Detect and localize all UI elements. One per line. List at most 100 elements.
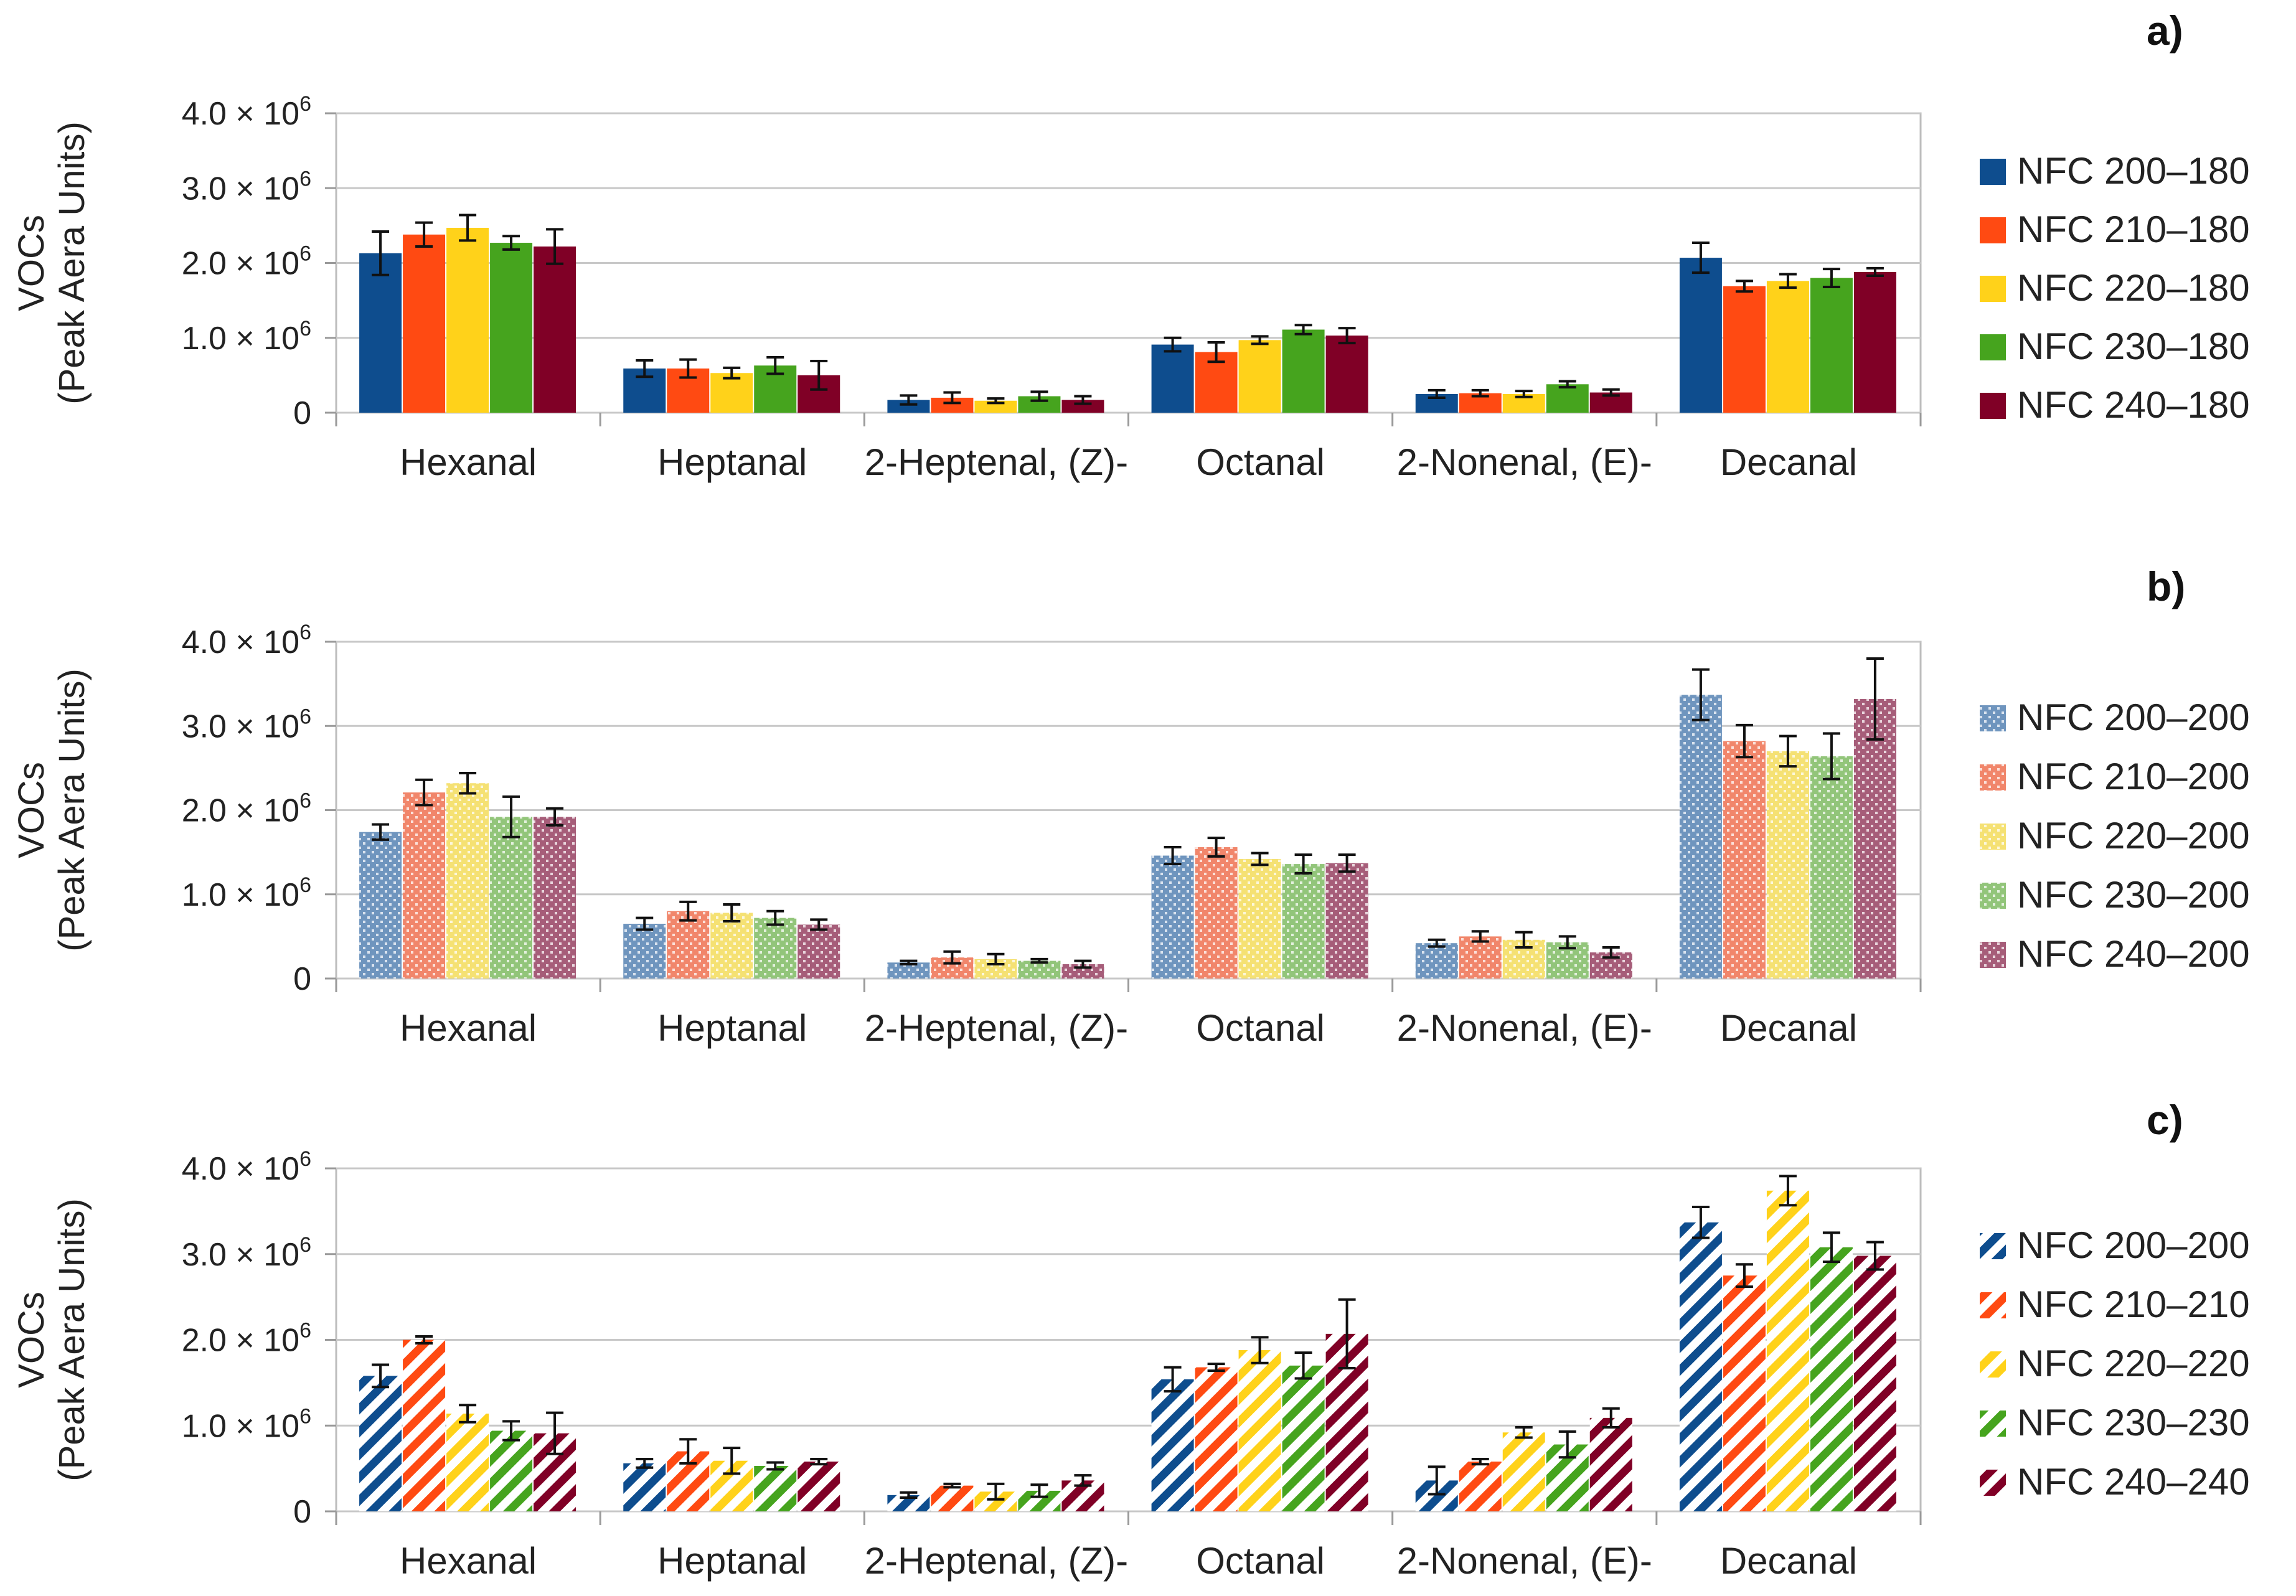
bar-nfc-200-200-decanal	[1679, 1222, 1722, 1511]
bar-nfc-210-210-decanal	[1723, 1275, 1766, 1511]
bar-nfc-220-200-hexanal	[446, 783, 489, 979]
legend-swatch-nfc-220-220	[1980, 1351, 2006, 1378]
y-tick-label: 0	[293, 961, 311, 997]
bar-nfc-200-180-decanal	[1679, 258, 1722, 413]
legend-label: NFC 230–180	[2017, 326, 2250, 367]
legend-swatch-nfc-220-180	[1980, 276, 2006, 302]
bar-nfc-240-200-heptanal	[797, 924, 840, 979]
bar-nfc-240-200-hexanal	[534, 817, 576, 979]
x-tick-label: Hexanal	[400, 441, 537, 483]
bar-nfc-200-180-hexanal	[359, 253, 402, 413]
x-tick-label: Decanal	[1720, 1007, 1857, 1049]
y-tick-label: 2.0 × 106	[182, 789, 311, 829]
bar-nfc-230-230-decanal	[1810, 1247, 1853, 1511]
bar-nfc-210-210-2-nonenal-e	[1459, 1462, 1502, 1511]
legend-label: NFC 200–180	[2017, 150, 2250, 192]
x-tick-label: Heptanal	[657, 1007, 807, 1049]
y-tick-label: 1.0 × 106	[182, 873, 311, 913]
bar-nfc-230-200-hexanal	[490, 817, 533, 979]
y-tick-label: 4.0 × 106	[182, 621, 311, 660]
bar-nfc-210-210-hexanal	[403, 1340, 446, 1511]
panel-label: c)	[2147, 1097, 2183, 1143]
legend-label: NFC 200–200	[2017, 1224, 2250, 1266]
chart-panel-2: 0 1.0 × 106 2.0 × 106 3.0 × 106 4.0 × 106 Hex…	[11, 563, 2250, 1049]
x-tick-label: Decanal	[1720, 1540, 1857, 1582]
y-tick-label: 0	[293, 395, 311, 431]
legend-label: NFC 210–200	[2017, 756, 2250, 797]
y-tick-label: 3.0 × 106	[182, 167, 311, 207]
x-tick-label: 2-Heptenal, (Z)-	[865, 1540, 1128, 1582]
bar-nfc-220-220-octanal	[1238, 1350, 1281, 1511]
legend-swatch-nfc-200-180	[1980, 159, 2006, 185]
chart-panel-1: 0 1.0 × 106 2.0 × 106 3.0 × 106 4.0 × 106 Hex…	[11, 7, 2250, 483]
bar-nfc-220-180-heptanal	[710, 373, 753, 413]
y-axis-subtitle: (Peak Aera Units)	[52, 1198, 92, 1481]
legend-swatch-nfc-200-200	[1980, 705, 2006, 731]
bar-nfc-240-180-octanal	[1325, 336, 1368, 413]
legend-label: NFC 240–240	[2017, 1461, 2250, 1503]
y-tick-label: 3.0 × 106	[182, 705, 311, 744]
legend-swatch-nfc-200-200	[1980, 1233, 2006, 1259]
legend-swatch-nfc-240-200	[1980, 942, 2006, 968]
bar-nfc-230-180-octanal	[1282, 329, 1325, 413]
y-axis-title: VOCs	[11, 762, 52, 858]
x-tick-label: 2-Nonenal, (E)-	[1397, 1007, 1652, 1049]
legend-label: NFC 220–200	[2017, 815, 2250, 857]
legend-swatch-nfc-210-210	[1980, 1292, 2006, 1318]
bar-nfc-220-180-2-heptenal-z	[974, 400, 1017, 413]
bar-nfc-200-200-octanal	[1151, 1379, 1194, 1511]
bar-nfc-230-200-2-heptenal-z	[1018, 960, 1061, 979]
legend-label: NFC 230–200	[2017, 874, 2250, 916]
legend-label: NFC 200–200	[2017, 697, 2250, 738]
bar-nfc-220-220-2-nonenal-e	[1502, 1432, 1545, 1511]
x-tick-label: 2-Heptenal, (Z)-	[865, 1007, 1128, 1049]
bar-nfc-210-210-octanal	[1195, 1367, 1238, 1511]
legend-label: NFC 230–230	[2017, 1402, 2250, 1443]
chart-panel-3: 0 1.0 × 106 2.0 × 106 3.0 × 106 4.0 × 106 Hex…	[11, 1097, 2250, 1582]
legend-swatch-nfc-230-200	[1980, 883, 2006, 909]
bar-nfc-230-230-heptanal	[754, 1465, 797, 1511]
bar-nfc-210-200-2-nonenal-e	[1459, 936, 1502, 979]
x-tick-label: 2-Nonenal, (E)-	[1397, 441, 1652, 483]
bar-nfc-240-180-decanal	[1853, 271, 1896, 413]
bar-nfc-220-200-heptanal	[710, 913, 753, 979]
bar-nfc-230-230-hexanal	[490, 1430, 533, 1511]
x-tick-label: Hexanal	[400, 1007, 537, 1049]
y-tick-label: 4.0 × 106	[182, 92, 311, 132]
x-tick-label: Octanal	[1196, 441, 1325, 483]
bar-nfc-230-230-octanal	[1282, 1365, 1325, 1511]
legend-swatch-nfc-230-180	[1980, 334, 2006, 360]
bar-nfc-200-200-hexanal	[359, 832, 402, 979]
bar-nfc-240-180-hexanal	[534, 246, 576, 413]
bar-nfc-230-200-heptanal	[754, 918, 797, 979]
bar-nfc-240-240-decanal	[1853, 1256, 1896, 1511]
legend-swatch-nfc-210-200	[1980, 764, 2006, 791]
bar-nfc-230-180-2-nonenal-e	[1546, 384, 1589, 413]
bar-nfc-240-180-2-heptenal-z	[1061, 400, 1104, 413]
bar-nfc-200-200-heptanal	[623, 924, 666, 979]
y-tick-label: 2.0 × 106	[182, 242, 311, 282]
y-axis-title: VOCs	[11, 1292, 52, 1388]
x-tick-label: Heptanal	[657, 441, 807, 483]
bar-nfc-230-180-decanal	[1810, 278, 1853, 413]
y-tick-label: 2.0 × 106	[182, 1319, 311, 1359]
bar-nfc-200-200-decanal	[1679, 695, 1722, 979]
x-tick-label: Decanal	[1720, 441, 1857, 483]
legend-swatch-nfc-210-180	[1980, 217, 2006, 243]
legend-swatch-nfc-240-240	[1980, 1470, 2006, 1496]
x-tick-label: Heptanal	[657, 1540, 807, 1582]
bar-nfc-200-200-heptanal	[623, 1463, 666, 1511]
legend-label: NFC 240–180	[2017, 384, 2250, 426]
y-axis-subtitle: (Peak Aera Units)	[52, 669, 92, 952]
x-tick-label: 2-Heptenal, (Z)-	[865, 441, 1128, 483]
y-tick-label: 1.0 × 106	[182, 317, 311, 357]
bar-nfc-200-180-2-heptenal-z	[887, 400, 930, 413]
panel-label: b)	[2147, 563, 2185, 609]
y-tick-label: 0	[293, 1494, 311, 1530]
bar-nfc-240-240-2-nonenal-e	[1589, 1417, 1632, 1511]
bar-nfc-210-200-heptanal	[667, 911, 710, 979]
x-tick-label: Octanal	[1196, 1007, 1325, 1049]
bar-nfc-210-200-decanal	[1723, 741, 1766, 979]
legend-label: NFC 220–220	[2017, 1343, 2250, 1384]
legend-label: NFC 210–180	[2017, 209, 2250, 250]
